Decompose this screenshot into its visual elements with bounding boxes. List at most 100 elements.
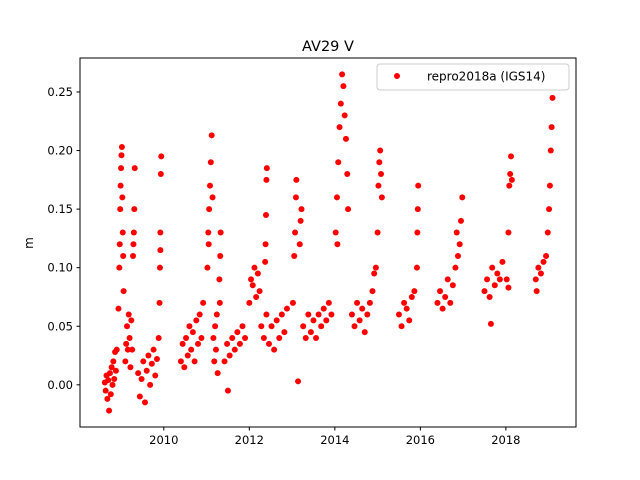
data-point [122, 358, 129, 365]
data-point [140, 358, 147, 365]
data-point [310, 317, 317, 324]
data-point [292, 194, 299, 201]
data-point [546, 206, 553, 213]
data-point [118, 165, 125, 172]
data-point [351, 323, 358, 330]
data-point [251, 264, 258, 271]
y-axis: 0.00 0.05 0.10 0.15 0.20 0.25 [47, 85, 80, 392]
legend: repro2018a (IGS14) [376, 63, 570, 91]
data-point [189, 329, 196, 336]
data-point [283, 305, 290, 312]
data-point [224, 387, 231, 394]
data-point [291, 252, 298, 259]
data-point [118, 144, 125, 151]
data-point [124, 323, 131, 330]
data-point [549, 94, 556, 101]
data-point [183, 334, 190, 341]
data-point [377, 147, 384, 154]
data-point [414, 206, 421, 213]
data-point [297, 217, 304, 224]
data-point [401, 299, 408, 306]
data-point [226, 352, 233, 359]
data-point [130, 252, 137, 259]
data-point [213, 311, 220, 318]
data-point [248, 276, 255, 283]
legend-box [376, 63, 570, 91]
data-point [249, 282, 256, 289]
data-point [193, 317, 200, 324]
data-point [378, 170, 385, 177]
data-point [378, 194, 385, 201]
data-point [494, 270, 501, 277]
data-point [256, 288, 263, 295]
data-point [181, 364, 188, 371]
data-point [398, 323, 405, 330]
data-point [105, 377, 112, 384]
data-point [130, 229, 137, 236]
data-point [184, 352, 191, 359]
data-point [206, 182, 213, 189]
data-point [158, 153, 165, 160]
data-point [253, 293, 260, 300]
data-point [325, 299, 332, 306]
data-point [108, 364, 115, 371]
data-point [155, 334, 162, 341]
data-point [505, 229, 512, 236]
data-point [442, 293, 449, 300]
data-point [323, 317, 330, 324]
data-point [207, 159, 214, 166]
data-point [340, 83, 347, 90]
data-point [125, 311, 132, 318]
data-point [191, 358, 198, 365]
data-point [364, 311, 371, 318]
x-tick-label: 2016 [406, 433, 435, 447]
data-point [136, 393, 143, 400]
data-point [403, 305, 410, 312]
data-point [217, 229, 224, 236]
data-point [496, 276, 503, 283]
data-point [239, 323, 246, 330]
data-point [318, 323, 325, 330]
data-point [454, 252, 461, 259]
data-point [281, 329, 288, 336]
data-point [449, 282, 456, 289]
y-axis-label: m [22, 237, 36, 249]
data-point [372, 264, 379, 271]
data-point [535, 264, 542, 271]
data-point [246, 299, 253, 306]
data-point [200, 299, 207, 306]
data-point [254, 270, 261, 277]
data-point [124, 346, 131, 353]
data-point [106, 370, 113, 377]
data-point [487, 320, 494, 327]
data-point [216, 299, 223, 306]
data-point [186, 323, 193, 330]
y-tick-label: 0.20 [47, 144, 73, 158]
data-point [116, 241, 123, 248]
data-point [339, 71, 346, 78]
data-point [131, 206, 138, 213]
y-tick-label: 0.10 [47, 261, 73, 275]
data-point [376, 159, 383, 166]
data-point [115, 305, 122, 312]
data-point [506, 182, 513, 189]
data-point [333, 194, 340, 201]
data-point [206, 206, 213, 213]
data-point [198, 334, 205, 341]
data-point [540, 258, 547, 265]
data-point [335, 159, 342, 166]
data-point [217, 252, 224, 259]
data-point [305, 311, 312, 318]
data-point [152, 372, 159, 379]
data-point [533, 288, 540, 295]
data-point [537, 270, 544, 277]
data-point [411, 288, 418, 295]
data-point [126, 334, 133, 341]
data-point [320, 305, 327, 312]
data-point [548, 124, 555, 131]
data-point [273, 317, 280, 324]
data-point [336, 124, 343, 131]
data-point [148, 360, 155, 367]
data-point [129, 346, 136, 353]
data-point [328, 311, 335, 318]
